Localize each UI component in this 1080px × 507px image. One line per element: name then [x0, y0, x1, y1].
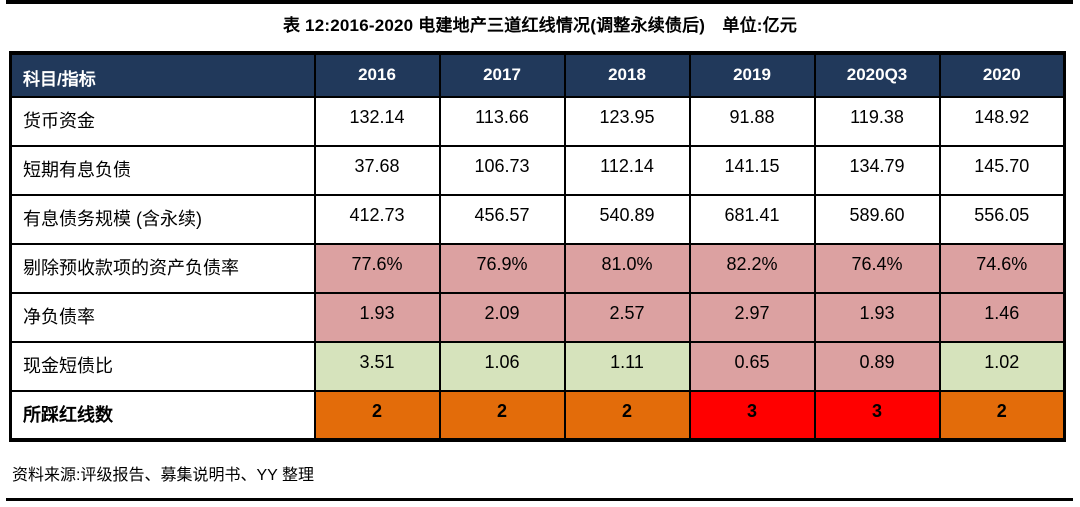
- value-cell: 2: [563, 390, 691, 441]
- value-cell: 77.6%: [313, 243, 441, 294]
- row-label: 有息债务规模 (含永续): [9, 194, 316, 245]
- value-cell: 3: [813, 390, 941, 441]
- value-cell: 412.73: [313, 194, 441, 245]
- value-cell: 1.06: [438, 341, 566, 392]
- row-label: 货币资金: [9, 96, 316, 147]
- value-cell: 589.60: [813, 194, 941, 245]
- value-cell: 145.70: [938, 145, 1066, 196]
- table-row: 剔除预收款项的资产负债率 77.6% 76.9% 81.0% 82.2% 76.4% 74.…: [9, 243, 1066, 294]
- table-row: 货币资金 132.14 113.66 123.95 91.88 119.38 148.92: [9, 96, 1066, 147]
- value-cell: 456.57: [438, 194, 566, 245]
- value-cell: 2.97: [688, 292, 816, 343]
- value-cell: 0.89: [813, 341, 941, 392]
- value-cell: 681.41: [688, 194, 816, 245]
- value-cell: 91.88: [688, 96, 816, 147]
- value-cell: 148.92: [938, 96, 1066, 147]
- row-label: 所踩红线数: [9, 390, 316, 441]
- header-cell-year: 2018: [563, 52, 691, 98]
- table-row: 短期有息负债 37.68 106.73 112.14 141.15 134.79 145.7…: [9, 145, 1066, 196]
- header-cell-label: 科目/指标: [9, 52, 316, 98]
- value-cell: 123.95: [563, 96, 691, 147]
- value-cell: 540.89: [563, 194, 691, 245]
- value-cell: 3.51: [313, 341, 441, 392]
- value-cell: 0.65: [688, 341, 816, 392]
- value-cell: 76.9%: [438, 243, 566, 294]
- value-cell: 81.0%: [563, 243, 691, 294]
- value-cell: 2.57: [563, 292, 691, 343]
- value-cell: 2: [938, 390, 1066, 441]
- source-note: 资料来源:评级报告、募集说明书、YY 整理: [12, 467, 314, 484]
- table-header: 科目/指标 2016 2017 2018 2019 2020Q3 2020: [9, 52, 1066, 98]
- table-body: 货币资金 132.14 113.66 123.95 91.88 119.38 148.92 短…: [9, 96, 1066, 441]
- row-label: 现金短债比: [9, 341, 316, 392]
- header-row: 科目/指标 2016 2017 2018 2019 2020Q3 2020: [9, 52, 1066, 98]
- value-cell: 134.79: [813, 145, 941, 196]
- table-row: 有息债务规模 (含永续) 412.73 456.57 540.89 681.41 589.…: [9, 194, 1066, 245]
- three-red-lines-table: 科目/指标 2016 2017 2018 2019 2020Q3 2020 货币资金 132.…: [9, 51, 1066, 442]
- value-cell: 106.73: [438, 145, 566, 196]
- table-row: 所踩红线数 2 2 2 3 3 2: [9, 390, 1066, 441]
- value-cell: 556.05: [938, 194, 1066, 245]
- value-cell: 113.66: [438, 96, 566, 147]
- row-label: 剔除预收款项的资产负债率: [9, 243, 316, 294]
- header-cell-year: 2019: [688, 52, 816, 98]
- header-cell-year: 2017: [438, 52, 566, 98]
- value-cell: 1.02: [938, 341, 1066, 392]
- table-row: 净负债率 1.93 2.09 2.57 2.97 1.93 1.46: [9, 292, 1066, 343]
- row-label: 短期有息负债: [9, 145, 316, 196]
- header-cell-year: 2020: [938, 52, 1066, 98]
- value-cell: 82.2%: [688, 243, 816, 294]
- value-cell: 1.93: [313, 292, 441, 343]
- value-cell: 37.68: [313, 145, 441, 196]
- table-row: 现金短债比 3.51 1.06 1.11 0.65 0.89 1.02: [9, 341, 1066, 392]
- row-label: 净负债率: [9, 292, 316, 343]
- value-cell: 3: [688, 390, 816, 441]
- value-cell: 132.14: [313, 96, 441, 147]
- table-title: 表 12:2016-2020 电建地产三道红线情况(调整永续债后) 单位:亿元: [282, 16, 798, 35]
- header-cell-year: 2020Q3: [813, 52, 941, 98]
- value-cell: 2: [313, 390, 441, 441]
- value-cell: 112.14: [563, 145, 691, 196]
- value-cell: 2: [438, 390, 566, 441]
- value-cell: 1.46: [938, 292, 1066, 343]
- value-cell: 119.38: [813, 96, 941, 147]
- value-cell: 2.09: [438, 292, 566, 343]
- bottom-divider-rule: [6, 498, 1073, 501]
- value-cell: 1.93: [813, 292, 941, 343]
- value-cell: 74.6%: [938, 243, 1066, 294]
- header-cell-year: 2016: [313, 52, 441, 98]
- value-cell: 141.15: [688, 145, 816, 196]
- top-divider-rule: [6, 0, 1073, 4]
- value-cell: 1.11: [563, 341, 691, 392]
- value-cell: 76.4%: [813, 243, 941, 294]
